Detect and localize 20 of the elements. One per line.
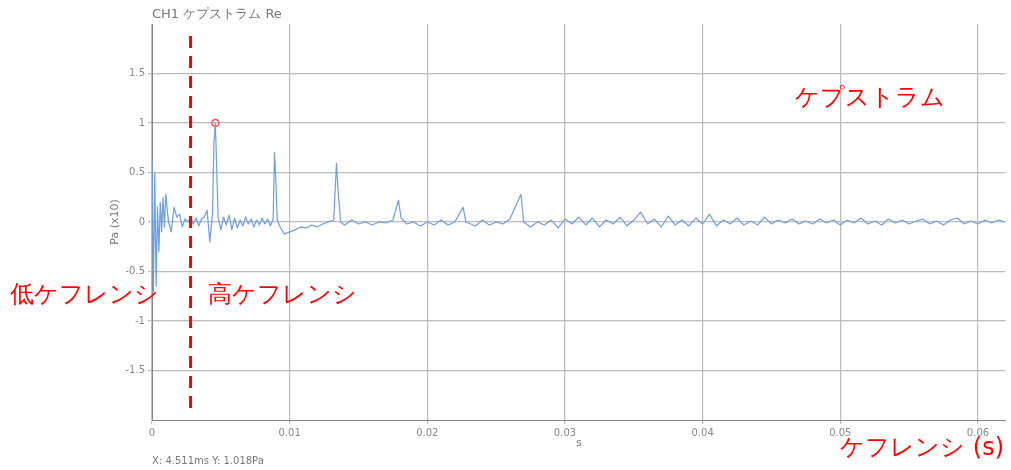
y-tick-label: -0.5 (125, 265, 145, 277)
y-tick-label: 1 (138, 116, 145, 128)
x-tick-label: 0.06 (966, 426, 990, 438)
chart-title: CH1 ケプストラム Re (152, 6, 282, 21)
y-tick-label: 0 (138, 215, 145, 227)
y-tick-label: 0.5 (129, 166, 145, 178)
text: X: 4.511ms Y: 1.018Pa (152, 455, 264, 466)
annotation: ケプストラム (795, 83, 945, 111)
annotation: 低ケフレンシ (10, 280, 159, 308)
y-tick-label: -1 (135, 314, 145, 326)
x-tick-label: 0.02 (416, 426, 439, 438)
x-tick-label: 0.03 (553, 426, 577, 438)
annotation: 高ケフレンシ (208, 280, 357, 308)
y-tick-label: 1.5 (129, 67, 145, 79)
x-axis-title: s (575, 436, 582, 449)
x-tick-label: 0 (148, 426, 156, 438)
y-axis-title: Pa (x10) (108, 199, 121, 245)
x-tick-label: 0.04 (691, 426, 714, 438)
x-tick-label: 0.01 (278, 426, 301, 438)
y-tick-label: -1.5 (125, 364, 145, 376)
